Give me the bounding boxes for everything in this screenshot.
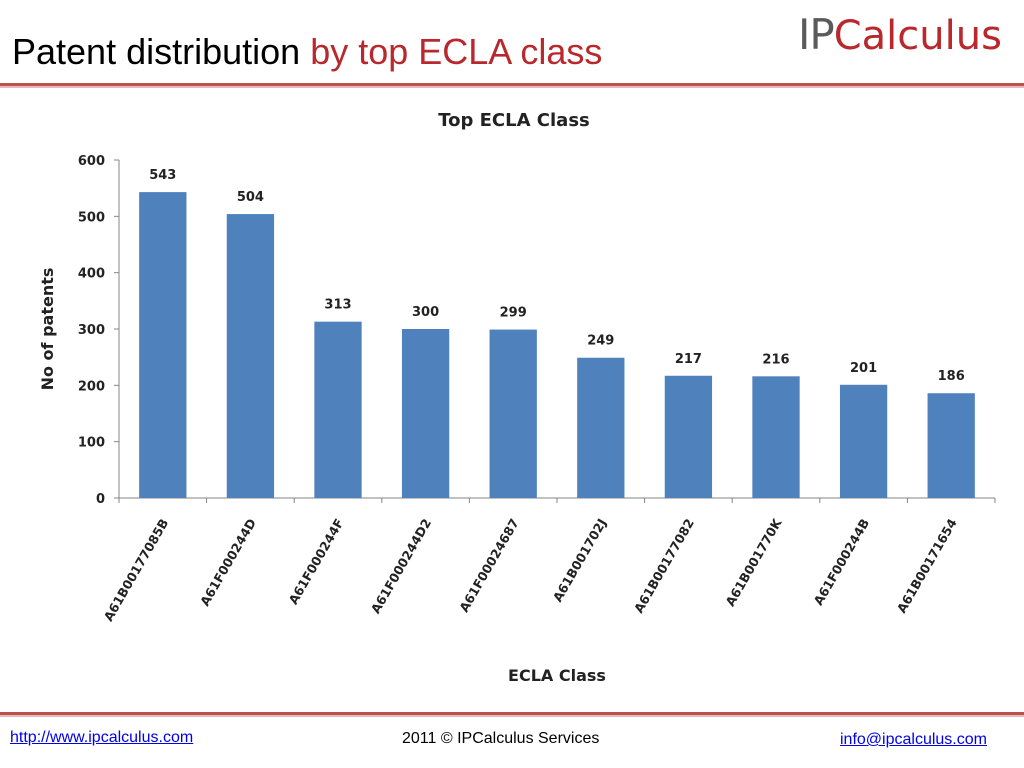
website-link[interactable]: http://www.ipcalculus.com <box>10 729 194 746</box>
ipcalculus-logo: IPCalculus <box>798 10 1002 59</box>
logo-ip-text: IP <box>798 10 835 59</box>
bar <box>839 384 888 498</box>
slide-title-main: Patent distribution <box>12 31 301 72</box>
email-link[interactable]: info@ipcalculus.com <box>840 731 987 748</box>
bar <box>664 375 713 498</box>
x-tick-label: A61F000244D <box>197 516 259 609</box>
y-tick-label: 100 <box>78 436 105 451</box>
bar <box>226 214 275 498</box>
copyright-text: 2011 © IPCalculus Services <box>402 730 600 747</box>
y-tick-label: 500 <box>78 210 105 225</box>
bar <box>577 357 625 498</box>
data-label: 543 <box>149 168 176 183</box>
y-tick-label: 200 <box>78 379 105 394</box>
y-tick-label: 600 <box>78 154 105 169</box>
bar <box>927 393 975 498</box>
bar <box>139 192 187 499</box>
chart-title: Top ECLA Class <box>438 110 590 131</box>
data-label: 216 <box>762 352 789 367</box>
bar <box>489 329 537 498</box>
x-axis-label: ECLA Class <box>508 666 606 685</box>
x-tick-label: A61F000244F <box>285 516 346 607</box>
bar <box>314 321 362 498</box>
footer-divider <box>0 712 1024 715</box>
bar <box>401 329 450 498</box>
data-label: 504 <box>237 190 264 205</box>
data-label: 249 <box>587 334 614 349</box>
x-tick-label: A61B00171654 <box>894 516 960 616</box>
y-tick-label: 400 <box>78 267 105 282</box>
slide-title-accent: by top ECLA class <box>310 31 603 72</box>
data-label: 201 <box>850 361 877 376</box>
x-tick-label: A61B00177082 <box>631 516 697 615</box>
x-tick-label: A61B001702J <box>550 516 610 604</box>
header-divider-shadow <box>0 86 1024 88</box>
data-label: 300 <box>412 305 439 320</box>
x-tick-label: A61B00177085B <box>101 516 172 624</box>
slide-title: Patent distribution by top ECLA class <box>12 28 602 76</box>
bar <box>752 376 800 498</box>
x-tick-label: A61F000244B <box>811 516 873 608</box>
x-tick-label: A61F00024687 <box>456 516 522 615</box>
data-label: 186 <box>938 369 965 384</box>
header-divider <box>0 83 1024 86</box>
y-axis-label: No of patents <box>38 268 57 391</box>
bar-chart: Top ECLA Class No of patents ECLA Class 0 10… <box>38 110 996 685</box>
data-label: 313 <box>324 298 351 313</box>
logo-calculus-text: Calculus <box>833 13 1002 59</box>
x-tick-label: A61F000244D2 <box>368 516 434 616</box>
footer-divider-shadow <box>0 715 1024 717</box>
y-tick-label: 0 <box>96 492 105 507</box>
data-label: 217 <box>675 352 702 367</box>
y-tick-label: 300 <box>78 323 105 338</box>
x-tick-label: A61B001770K <box>722 515 785 609</box>
data-label: 299 <box>500 306 527 321</box>
